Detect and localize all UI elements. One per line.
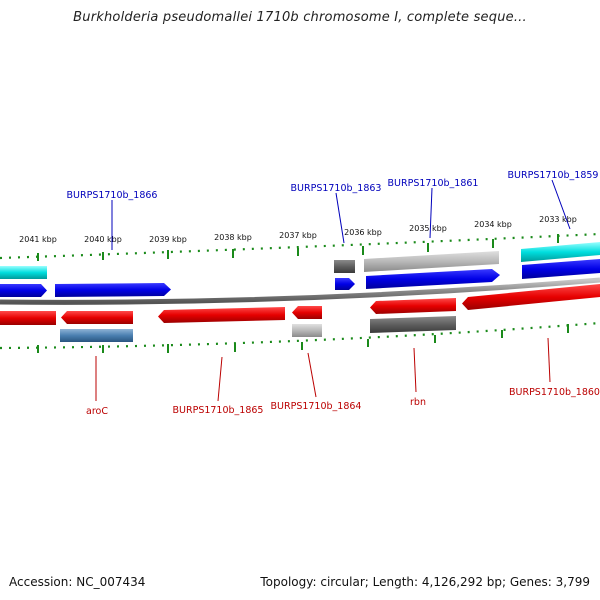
gene-arrow-reverse <box>0 311 56 325</box>
gene-arrow-reverse <box>292 306 322 319</box>
plus-strand-features <box>0 259 600 297</box>
gene-label: BURPS1710b_1863 <box>291 183 382 194</box>
bottom-gene-labels: aroC BURPS1710b_1865 BURPS1710b_1864 rbn… <box>86 387 600 417</box>
gene-arrow-forward <box>0 284 47 297</box>
tick-label: 2033 kbp <box>539 215 577 224</box>
tick-label: 2035 kbp <box>409 224 447 233</box>
gene-label: aroC <box>86 406 108 417</box>
gene-label: BURPS1710b_1860 <box>509 387 600 398</box>
top-gene-labels: BURPS1710b_1866 BURPS1710b_1863 BURPS171… <box>67 170 599 201</box>
gene-arrow-forward <box>522 259 600 279</box>
gene-label: BURPS1710b_1865 <box>173 405 264 416</box>
gene-arrow-forward <box>55 283 171 297</box>
outer-major-ticks <box>37 234 559 261</box>
gene-arrow-reverse <box>462 284 600 310</box>
cyan-feature <box>521 242 600 262</box>
gene-arrow-forward <box>366 269 500 289</box>
genome-summary-text: Topology: circular; Length: 4,126,292 bp… <box>260 575 590 589</box>
tick-label: 2034 kbp <box>474 220 512 229</box>
top-label-leaders <box>111 179 571 250</box>
tick-label: 2041 kbp <box>19 235 57 244</box>
minus-strand-features <box>0 284 600 325</box>
steel-feature <box>60 329 133 342</box>
accession-text: Accession: NC_007434 <box>9 575 146 589</box>
tick-label: 2039 kbp <box>149 235 187 244</box>
tick-label: 2040 kbp <box>84 235 122 244</box>
gene-label: BURPS1710b_1864 <box>271 401 362 412</box>
tick-label: 2038 kbp <box>214 233 252 242</box>
gene-arrow-forward <box>335 278 355 290</box>
gene-label: BURPS1710b_1861 <box>388 178 479 189</box>
tick-labels: 2041 kbp 2040 kbp 2039 kbp 2038 kbp 2037… <box>19 215 577 244</box>
tick-label: 2037 kbp <box>279 231 317 240</box>
outer-feature-ring <box>0 242 600 279</box>
inner-major-ticks <box>37 324 569 353</box>
grey-feature <box>364 251 499 272</box>
gene-arrow-reverse <box>370 298 456 314</box>
gene-label: BURPS1710b_1866 <box>67 190 158 201</box>
dark-grey-feature <box>334 260 355 273</box>
gene-label: rbn <box>410 397 426 408</box>
map-title: Burkholderia pseudomallei 1710b chromoso… <box>73 10 527 25</box>
tick-label: 2036 kbp <box>344 228 382 237</box>
inner-feature-ring <box>60 316 456 342</box>
chromosome-backbone <box>0 277 600 305</box>
grey-feature <box>292 324 322 337</box>
dark-grey-feature <box>370 316 456 333</box>
gene-arrow-reverse <box>158 307 285 323</box>
cyan-feature <box>0 266 47 279</box>
gene-label: BURPS1710b_1859 <box>508 170 599 181</box>
bottom-label-leaders <box>95 337 551 402</box>
gene-arrow-reverse <box>61 311 133 324</box>
